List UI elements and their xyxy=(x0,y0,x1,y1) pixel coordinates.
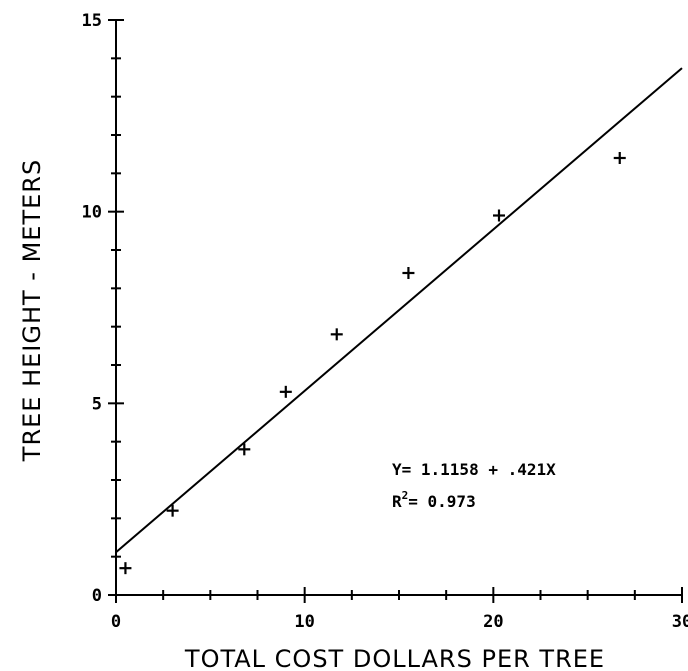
x-tick-label: 0 xyxy=(111,612,121,632)
data-point xyxy=(238,443,251,456)
x-axis-title: TOTAL COST DOLLARS PER TREE xyxy=(184,645,605,671)
data-point xyxy=(166,504,179,517)
r-squared-annotation: R2= 0.973 xyxy=(392,489,476,511)
r-squared-symbol: R xyxy=(392,492,402,511)
x-tick-label: 30 xyxy=(672,612,688,632)
data-point xyxy=(492,209,505,222)
r-squared-superscript: 2 xyxy=(402,489,409,502)
tick-labels: 0 5 10 15 0 10 20 30 xyxy=(82,11,688,632)
data-point xyxy=(279,385,292,398)
data-point xyxy=(119,562,132,575)
y-axis-title: TREE HEIGHT - METERS xyxy=(18,159,46,462)
equation-annotation: Y= 1.1158 + .421X xyxy=(392,460,556,479)
data-point xyxy=(402,267,415,279)
y-tick-label: 10 xyxy=(82,203,102,223)
data-point xyxy=(330,328,343,341)
data-point xyxy=(613,152,626,164)
y-tick-label: 15 xyxy=(82,11,102,31)
y-tick-label: 0 xyxy=(92,586,102,606)
data-points xyxy=(119,152,626,575)
x-tick-label: 20 xyxy=(483,612,503,632)
ticks xyxy=(108,19,683,603)
y-tick-label: 5 xyxy=(92,394,102,414)
x-tick-label: 10 xyxy=(294,612,314,632)
regression-line xyxy=(115,67,683,553)
r-squared-value: = 0.973 xyxy=(408,492,475,511)
